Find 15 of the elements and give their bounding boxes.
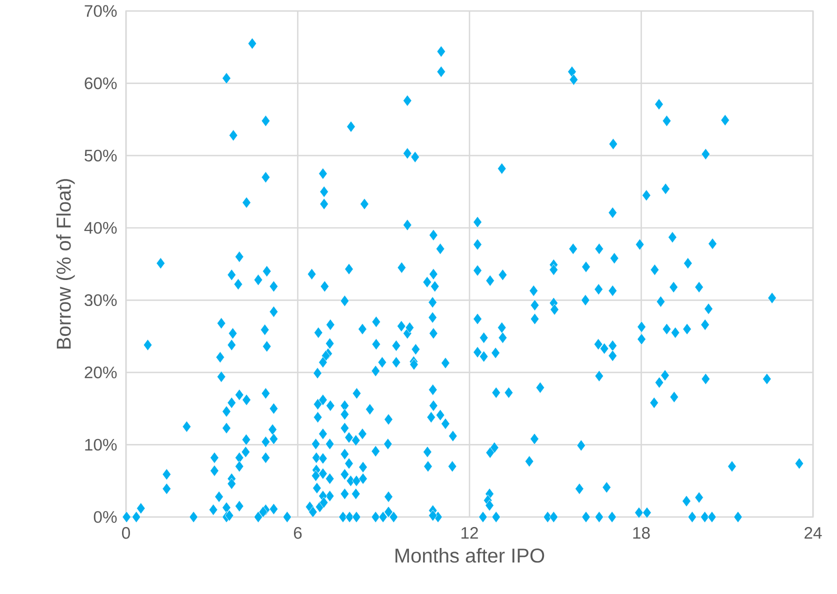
x-axis-title: Months after IPO bbox=[396, 548, 544, 563]
y-tick-label: 10% bbox=[85, 438, 117, 451]
x-tick-label: 24 bbox=[804, 527, 822, 539]
x-tick-label: 18 bbox=[633, 527, 650, 539]
x-tick-label: 12 bbox=[462, 527, 478, 539]
y-tick-label: 60% bbox=[84, 77, 117, 90]
y-tick-label: 30% bbox=[84, 294, 117, 306]
x-tick-label: 6 bbox=[294, 527, 302, 539]
y-tick-label: 0% bbox=[94, 511, 117, 523]
y-tick-label: 50% bbox=[84, 150, 117, 162]
y-tick-label: 40% bbox=[84, 222, 117, 234]
x-tick-label: 0 bbox=[122, 527, 130, 539]
y-tick-label: 70% bbox=[84, 5, 117, 17]
y-axis-title: Borrow (% of Float) bbox=[56, 179, 75, 349]
y-tick-label: 20% bbox=[84, 366, 117, 378]
